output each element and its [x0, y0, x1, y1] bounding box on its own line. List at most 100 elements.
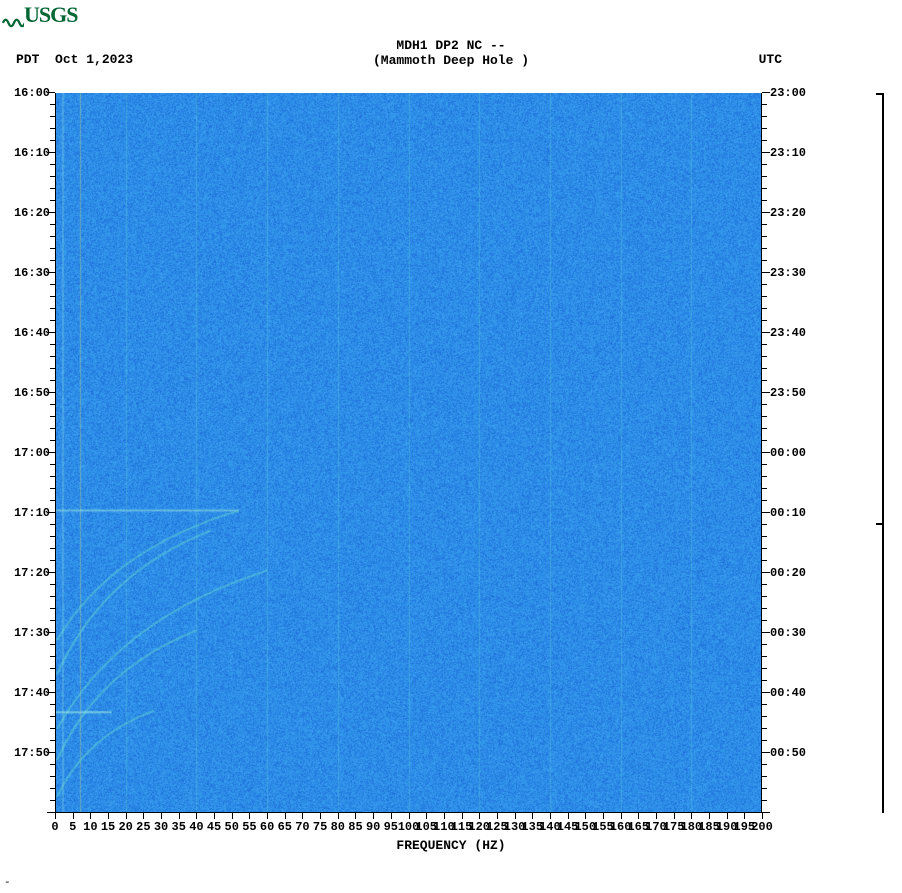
tz-right: UTC: [759, 52, 782, 67]
x-tick: [568, 813, 569, 819]
y-tick-right: [762, 248, 767, 249]
x-tick: [55, 813, 56, 819]
y-tick-right: [762, 632, 770, 633]
x-tick: [214, 813, 215, 819]
spectrogram-canvas: [55, 93, 762, 813]
y-tick-left: [50, 356, 55, 357]
y-label-right: 00:20: [770, 566, 830, 580]
y-tick-left: [50, 596, 55, 597]
y-tick-right: [762, 152, 770, 153]
y-tick-left: [50, 776, 55, 777]
y-tick-right: [762, 800, 767, 801]
y-tick-right: [762, 560, 767, 561]
x-tick: [515, 813, 516, 819]
x-label: 5: [69, 820, 76, 834]
x-tick: [373, 813, 374, 819]
y-tick-right: [762, 704, 767, 705]
y-tick-left: [50, 164, 55, 165]
y-tick-right: [762, 404, 767, 405]
colorbar-axis: [882, 93, 884, 813]
y-label-left: 17:10: [0, 506, 50, 520]
date: Oct 1,2023: [55, 52, 133, 67]
y-tick-right: [762, 644, 767, 645]
y-tick-left: [50, 440, 55, 441]
y-tick-right: [762, 140, 767, 141]
y-label-left: 16:50: [0, 386, 50, 400]
title-line1: MDH1 DP2 NC --: [396, 38, 505, 53]
x-tick: [691, 813, 692, 819]
y-tick-right: [762, 500, 767, 501]
x-label: 50: [225, 820, 239, 834]
y-tick-left: [50, 380, 55, 381]
x-tick: [320, 813, 321, 819]
y-tick-left: [50, 428, 55, 429]
y-label-right: 00:50: [770, 746, 830, 760]
y-tick-left: [50, 608, 55, 609]
y-tick-right: [762, 788, 767, 789]
y-tick-right: [762, 176, 767, 177]
y-tick-right: [762, 272, 770, 273]
y-tick-right: [762, 92, 770, 93]
y-tick-left: [50, 536, 55, 537]
y-tick-left: [50, 128, 55, 129]
y-tick-left: [50, 800, 55, 801]
x-tick: [267, 813, 268, 819]
y-tick-left: [50, 476, 55, 477]
y-tick-left: [50, 236, 55, 237]
x-label: 20: [118, 820, 132, 834]
tz-left: PDT: [16, 52, 39, 67]
x-label: 85: [348, 820, 362, 834]
y-label-left: 17:50: [0, 746, 50, 760]
y-tick-right: [762, 284, 767, 285]
y-label-left: 17:00: [0, 446, 50, 460]
x-tick: [621, 813, 622, 819]
x-tick: [479, 813, 480, 819]
x-tick: [709, 813, 710, 819]
y-tick-right: [762, 512, 770, 513]
x-tick: [126, 813, 127, 819]
y-label-right: 00:40: [770, 686, 830, 700]
x-tick: [338, 813, 339, 819]
x-tick: [179, 813, 180, 819]
y-tick-right: [762, 320, 767, 321]
y-tick-right: [762, 260, 767, 261]
x-tick: [744, 813, 745, 819]
colorbar-tick: [876, 93, 882, 95]
y-label-right: 00:10: [770, 506, 830, 520]
y-tick-left: [50, 668, 55, 669]
y-tick-left: [50, 464, 55, 465]
footer-mark: -: [4, 877, 11, 889]
colorbar-tick: [876, 523, 882, 525]
x-label: 200: [751, 820, 773, 834]
y-tick-right: [762, 416, 767, 417]
y-tick-left: [50, 296, 55, 297]
y-tick-right: [762, 716, 767, 717]
y-tick-right: [762, 308, 767, 309]
x-tick: [444, 813, 445, 819]
y-tick-right: [762, 428, 767, 429]
x-tick: [550, 813, 551, 819]
x-label: 55: [242, 820, 256, 834]
x-tick: [497, 813, 498, 819]
y-tick-left: [50, 224, 55, 225]
x-tick: [161, 813, 162, 819]
y-tick-left: [50, 740, 55, 741]
y-tick-left: [50, 200, 55, 201]
x-label: 10: [83, 820, 97, 834]
y-tick-left: [50, 416, 55, 417]
x-label: 70: [295, 820, 309, 834]
y-tick-right: [762, 536, 767, 537]
y-tick-right: [762, 380, 767, 381]
y-tick-left: [50, 680, 55, 681]
y-tick-right: [762, 596, 767, 597]
y-label-right: 23:30: [770, 266, 830, 280]
x-label: 95: [384, 820, 398, 834]
y-tick-left: [50, 188, 55, 189]
y-tick-right: [762, 440, 767, 441]
usgs-logo: USGS: [2, 2, 77, 28]
y-tick-left: [50, 524, 55, 525]
x-label: 65: [278, 820, 292, 834]
y-tick-left: [50, 704, 55, 705]
y-tick-right: [762, 668, 767, 669]
y-tick-left: [50, 116, 55, 117]
